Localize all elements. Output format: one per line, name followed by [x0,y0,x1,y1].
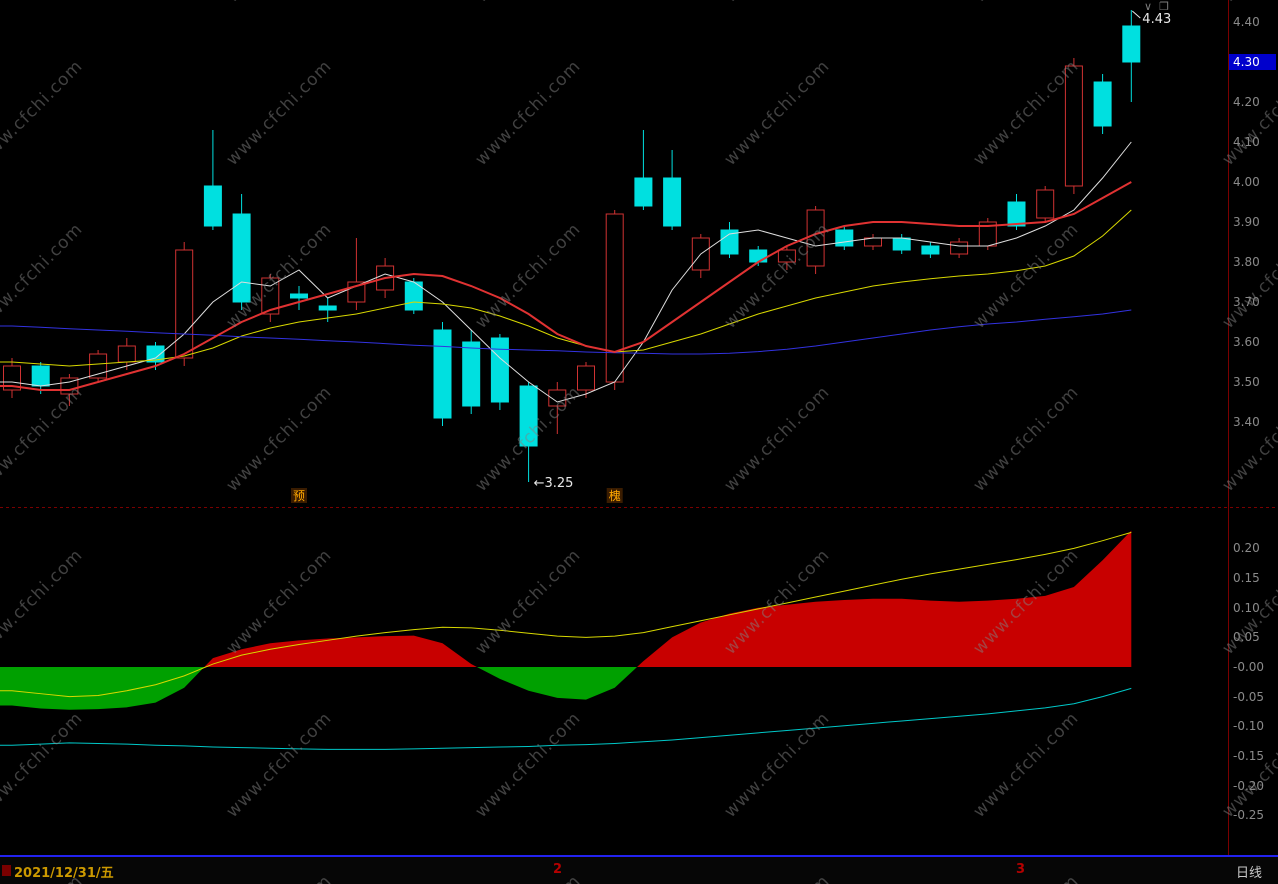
candle-body-down [203,185,222,227]
candle-body-up [806,209,825,267]
candle-body-up [1036,189,1055,219]
indicator-line-yellow [0,531,1132,698]
candle-body-down [519,385,538,447]
event-marker-label[interactable]: 预 [293,489,305,503]
collapse-icon[interactable]: ∨ [1144,0,1153,13]
candle-body-down [892,237,911,251]
candle-body-down [318,305,337,311]
candle-body-up [605,213,624,383]
month-marker[interactable]: 3 [1016,862,1026,877]
candle-body-down [663,177,682,227]
ma-line-white [0,141,1132,403]
restore-icon[interactable]: ❐ [1159,0,1169,13]
ma-line-red [0,181,1132,391]
ma-line-blue [0,309,1132,355]
high-price-annotation: 4.43 [1142,12,1171,27]
candle-body-down [1122,25,1141,63]
candle-body-down [921,245,940,255]
candle-body-down [1093,81,1112,127]
window-controls: ∨ ❐ [1144,0,1176,13]
candle-body-up [89,353,108,379]
high-annotation-arrow [1131,10,1141,19]
candle-body-up [1064,65,1083,187]
candle-body-up [777,249,796,263]
candle-body-down [146,345,165,363]
main-chart-layer [0,10,1141,482]
candle-body-down [835,229,854,247]
event-marker-box[interactable] [291,488,307,503]
candle-body-up [950,241,969,255]
candle-body-down [433,329,452,419]
month-marker[interactable]: 2 [553,862,563,877]
candle-body-up [577,365,595,391]
indicator-line-cyan [0,687,1132,750]
indicator-area-positive [0,530,1132,667]
status-left-marker [2,865,11,876]
candle-body-up [117,345,136,363]
candle-body-down [749,249,768,263]
period-selector[interactable]: 日线 [1236,866,1263,881]
candle-body-down [290,293,308,299]
candle-body-up [3,365,21,391]
candle-body-down [634,177,653,207]
candle-body-up [175,249,194,359]
event-marker-label[interactable]: 槐 [609,488,621,503]
event-marker-box[interactable] [606,488,623,503]
current-price-marker: 4.30 [1229,54,1276,70]
date-label: 2021/12/31/五 [14,866,114,881]
candle-body-down [720,229,739,255]
candle-body-down [490,337,509,403]
candle-body-down [1007,201,1026,227]
indicator-area-negative [0,667,1132,710]
candle-body-down [462,341,481,407]
low-price-annotation: ←3.25 [534,476,574,491]
candle-body-up [261,277,280,315]
candle-body-up [548,389,567,407]
candle-body-down [232,213,251,303]
status-bar: 2021/12/31/五 日线 2 3 [0,855,1278,884]
candle-body-down [31,365,50,387]
ma-line-yellow [0,209,1132,367]
